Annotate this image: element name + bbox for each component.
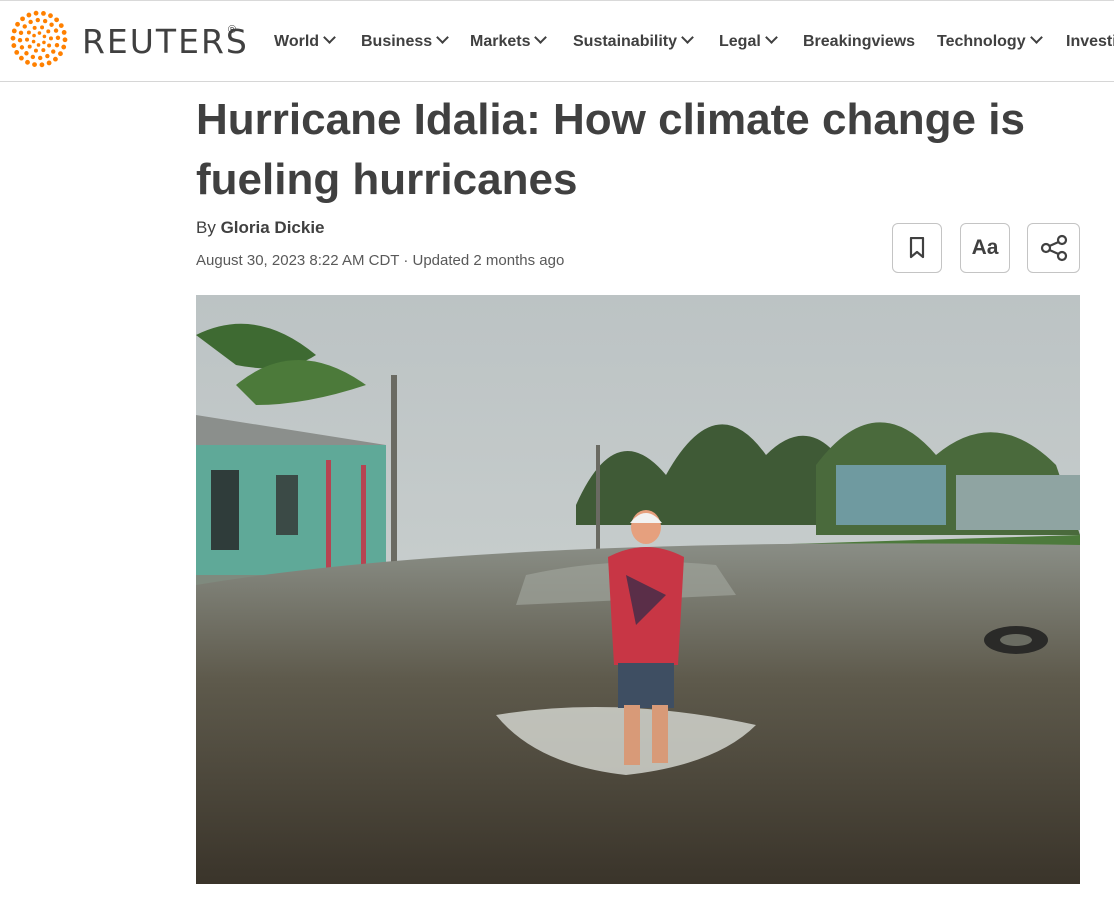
logo-dot bbox=[33, 10, 39, 16]
logo-dot bbox=[19, 45, 25, 50]
chevron-down-icon bbox=[534, 31, 548, 44]
reuters-logo-mark bbox=[10, 10, 68, 68]
logo-dot bbox=[42, 18, 48, 24]
logo-dot bbox=[51, 49, 56, 54]
nav-item-technology[interactable]: Technology bbox=[937, 27, 1043, 57]
site-header: REUTERS ® World Business Markets Sustain… bbox=[0, 1, 1114, 82]
chevron-down-icon bbox=[436, 31, 450, 44]
logo-dot bbox=[26, 12, 32, 18]
logo-wordmark: REUTERS bbox=[82, 22, 249, 61]
logo-dot bbox=[11, 43, 17, 48]
chevron-down-icon bbox=[323, 31, 336, 44]
logo-dot bbox=[20, 16, 25, 22]
reuters-logo[interactable]: REUTERS ® bbox=[8, 10, 247, 68]
logo-dot bbox=[42, 34, 47, 39]
logo-dot bbox=[46, 29, 51, 34]
logo-dot bbox=[61, 30, 67, 35]
logo-dot bbox=[22, 24, 27, 29]
logo-dot bbox=[19, 55, 24, 61]
top-border bbox=[0, 0, 1114, 1]
logo-dot bbox=[17, 38, 23, 43]
byline-prefix: By bbox=[196, 218, 216, 237]
logo-dot bbox=[58, 51, 63, 57]
logo-dot bbox=[14, 50, 20, 55]
logo-dot bbox=[53, 56, 58, 62]
logo-dot bbox=[11, 28, 17, 34]
logo-dot bbox=[54, 17, 59, 23]
nav-item-sustainability[interactable]: Sustainability bbox=[573, 27, 694, 57]
logo-dot bbox=[58, 23, 64, 28]
share-icon bbox=[1040, 234, 1067, 262]
nav-item-investigations[interactable]: Investi bbox=[1066, 33, 1114, 50]
logo-dot bbox=[10, 35, 16, 41]
logo-dot bbox=[35, 17, 40, 23]
logo-dot bbox=[36, 43, 41, 47]
logo-dot bbox=[54, 42, 60, 48]
chevron-down-icon bbox=[1029, 31, 1043, 44]
logo-dot bbox=[25, 59, 30, 65]
chevron-down-icon bbox=[764, 31, 778, 44]
bookmark-icon bbox=[909, 237, 925, 259]
logo-dot bbox=[24, 51, 29, 56]
logo-dot bbox=[42, 40, 46, 45]
logo-dot bbox=[48, 36, 53, 41]
logo-dot bbox=[47, 43, 52, 48]
byline: By Gloria Dickie bbox=[196, 218, 325, 238]
article-dateline: August 30, 2023 8:22 AM CDT · Updated 2 … bbox=[196, 252, 565, 269]
logo-dot bbox=[53, 28, 59, 33]
logo-dot bbox=[32, 25, 37, 30]
registered-mark: ® bbox=[228, 24, 237, 36]
logo-dot bbox=[25, 37, 30, 42]
article-headline: Hurricane Idalia: How climate change is … bbox=[196, 95, 1025, 204]
logo-dot bbox=[46, 60, 52, 66]
author-link[interactable]: Gloria Dickie bbox=[220, 218, 325, 237]
image-caption bbox=[196, 888, 1080, 897]
logo-dot bbox=[32, 33, 36, 38]
nav-item-business[interactable]: Business bbox=[361, 27, 450, 57]
logo-dot bbox=[31, 39, 36, 44]
nav-item-legal[interactable]: Legal bbox=[719, 27, 778, 57]
logo-dot bbox=[28, 19, 33, 25]
nav-item-breakingviews[interactable]: Breakingviews bbox=[803, 33, 916, 50]
text-size-button[interactable]: Aa bbox=[960, 223, 1010, 273]
logo-dot bbox=[30, 54, 36, 60]
logo-dot bbox=[41, 48, 46, 53]
logo-dot bbox=[26, 30, 31, 35]
nav-item-world[interactable]: World bbox=[274, 27, 336, 57]
logo-dot bbox=[41, 10, 46, 16]
article-lead-image bbox=[196, 295, 1080, 884]
logo-dot bbox=[38, 55, 43, 61]
logo-dot bbox=[48, 13, 53, 19]
logo-dot bbox=[15, 21, 20, 27]
logo-dot bbox=[33, 48, 38, 53]
logo-dot bbox=[32, 62, 37, 68]
nav-item-markets[interactable]: Markets bbox=[470, 27, 548, 57]
logo-dot bbox=[39, 62, 45, 68]
logo-dot bbox=[61, 44, 67, 50]
chevron-down-icon bbox=[681, 31, 694, 44]
logo-dot bbox=[37, 31, 42, 35]
logo-dot bbox=[18, 30, 24, 36]
logo-dot bbox=[27, 44, 32, 49]
logo-dot bbox=[62, 37, 68, 43]
logo-dot bbox=[49, 22, 54, 27]
text-size-label: Aa bbox=[971, 236, 999, 259]
logo-dot bbox=[55, 35, 61, 40]
share-button[interactable] bbox=[1027, 223, 1080, 273]
logo-dot bbox=[40, 25, 45, 30]
bookmark-button[interactable] bbox=[892, 223, 942, 273]
logo-dot bbox=[45, 53, 50, 59]
flooded-street-photo bbox=[196, 295, 1080, 884]
